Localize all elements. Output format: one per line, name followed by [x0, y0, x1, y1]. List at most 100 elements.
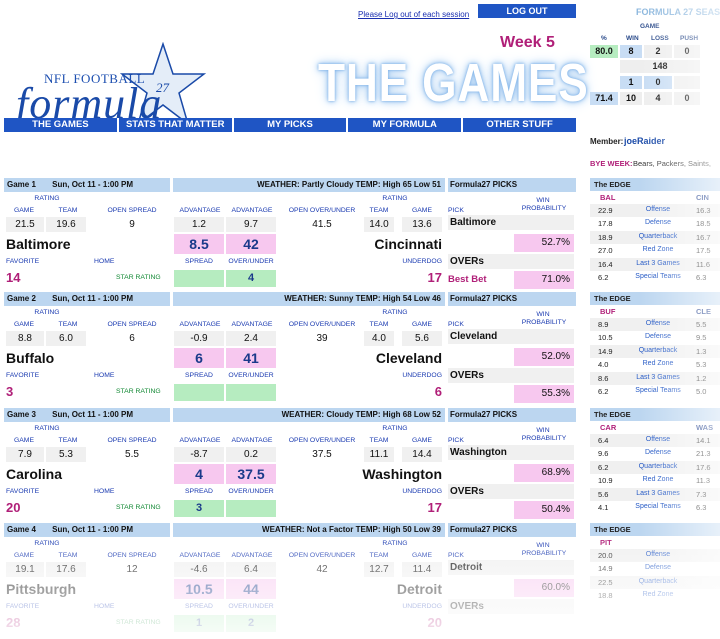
edge-team-1: BUF	[600, 307, 616, 316]
advantage-1: -4.6	[174, 562, 224, 577]
logo-subtitle: NFL FOOTBALL	[44, 71, 146, 86]
star-rating-label: STAR RATING	[116, 274, 161, 281]
edge-value-1: 4.1	[598, 502, 609, 512]
open-spread-value: 12	[126, 564, 138, 575]
edge-value-1: 20.0	[598, 551, 613, 560]
dog-game-rating: 13.6	[402, 217, 442, 232]
favorite-stars: 14	[6, 270, 21, 285]
team-col-label: TEAM	[58, 437, 78, 444]
season-header-pct: %	[601, 35, 607, 42]
game-block: Game 2 Sun, Oct 11 - 1:00 PM WEATHER: Su…	[4, 292, 576, 406]
season-r4-win: 10	[620, 92, 642, 105]
home-label: HOME	[94, 488, 115, 495]
edge-team-1: PIT	[600, 538, 612, 547]
logout-notice[interactable]: Please Log out of each session	[358, 10, 470, 19]
favorite-team: Carolina	[6, 466, 63, 482]
team-col-label: TEAM	[369, 207, 389, 214]
open-spread-value: 9	[129, 219, 135, 230]
logout-button[interactable]: LOG OUT	[478, 4, 576, 18]
game-col-label: GAME	[13, 321, 34, 328]
edge-row: 14.9 Quarterback 1.3	[590, 344, 720, 359]
edge-row: 6.4 Offense 14.1	[590, 434, 720, 448]
fav-game-rating: 8.8	[6, 331, 44, 346]
over-under-value: 37.5	[226, 464, 276, 484]
team-col-label: TEAM	[58, 207, 78, 214]
nav-my-picks[interactable]: MY PICKS	[233, 118, 347, 132]
game-col-label: GAME	[13, 437, 34, 444]
edge-team-1: BAL	[600, 193, 616, 202]
edge-row: 6.2 Quarterback 17.6	[590, 460, 720, 475]
game-block: Game 3 Sun, Oct 11 - 1:00 PM WEATHER: Cl…	[4, 408, 576, 522]
star-rating-label: STAR RATING	[116, 388, 161, 395]
picks-header: Formula27 PICKS	[448, 523, 576, 537]
overs-probability: 71.0%	[514, 271, 574, 289]
game-number: Game 1	[7, 180, 36, 189]
dog-team-rating: 14.0	[364, 217, 394, 232]
edge-value-1: 8.9	[598, 320, 609, 329]
favorite-team: Baltimore	[6, 236, 71, 252]
overs-pick: OVERs	[448, 254, 574, 269]
open-spread-value: 5.5	[125, 449, 139, 460]
nav-the-games[interactable]: THE GAMES	[4, 118, 117, 132]
spread-value: 4	[174, 464, 224, 484]
season-game-label: GAME	[640, 23, 660, 30]
open-ou-value: 39	[316, 333, 328, 344]
advantage-label: ADVANTAGE	[179, 321, 221, 328]
underdog-stars: 17	[427, 270, 442, 285]
probability-label: PROBABILITY	[521, 550, 567, 557]
season-header-push: PUSH	[680, 35, 699, 42]
overs-probability: 50.4%	[514, 501, 574, 519]
season-header-win: WIN	[626, 35, 639, 42]
game-col-label: GAME	[13, 207, 34, 214]
advantage-label: ADVANTAGE	[179, 437, 221, 444]
over-under-label: OVER/UNDER	[228, 488, 274, 495]
season-r4-pct: 71.4	[590, 92, 618, 105]
fav-game-rating: 7.9	[6, 447, 44, 462]
nav-stats[interactable]: STATS THAT MATTER	[118, 118, 232, 132]
logo: NFL FOOTBALL formula 27	[6, 22, 206, 128]
star-icon	[120, 42, 206, 126]
edge-row: 6.2 Special Teams 6.3	[590, 271, 720, 284]
edge-value-2: 1.3	[696, 346, 707, 356]
overs-pick: OVERs	[448, 368, 574, 383]
over-under-label: OVER/UNDER	[228, 372, 274, 379]
open-spread-value: 6	[129, 333, 135, 344]
win-probability: 52.0%	[514, 348, 574, 366]
page-title: THE GAMES	[318, 53, 589, 113]
underdog-stars: 6	[434, 384, 442, 399]
game-col-label: GAME	[13, 552, 34, 559]
spread-label: SPREAD	[185, 258, 213, 265]
pick-label: PICK	[448, 207, 464, 214]
member-name[interactable]: joeRaider	[624, 136, 666, 146]
favorite-stars: 3	[6, 384, 14, 399]
edge-value-1: 9.6	[598, 449, 609, 459]
fav-game-rating: 19.1	[6, 562, 44, 577]
nav-other-stuff[interactable]: OTHER STUFF	[463, 118, 576, 132]
win-label: WIN	[536, 197, 550, 204]
rating-label: RATING	[382, 195, 408, 202]
game-col-label: GAME	[411, 437, 432, 444]
edge-value-1: 6.2	[598, 386, 609, 396]
edge-value-1: 18.8	[598, 591, 613, 601]
season-header-loss: LOSS	[651, 35, 669, 42]
edge-panel: The EDGE PIT 20.0 Offense 14.9 Defense 22.…	[590, 523, 720, 603]
win-probability: 60.0%	[514, 579, 574, 597]
season-r4-push: 0	[674, 92, 700, 105]
game-block: Game 4 Sun, Oct 11 - 1:00 PM WEATHER: No…	[4, 523, 576, 637]
win-label: WIN	[536, 427, 550, 434]
nav-my-formula[interactable]: MY FORMULA	[348, 118, 462, 132]
game-number: Game 4	[7, 525, 36, 534]
win-probability: 52.7%	[514, 234, 574, 252]
season-loss: 2	[644, 45, 672, 58]
underdog-team: Washington	[362, 466, 442, 482]
game-block: Game 1 Sun, Oct 11 - 1:00 PM WEATHER: Pa…	[4, 178, 576, 292]
edge-row: 18.8 Red Zone	[590, 589, 720, 602]
edge-label: Defense	[644, 449, 672, 457]
star-rating-ou: 2	[226, 615, 276, 632]
fav-team-rating: 6.0	[46, 331, 86, 346]
game-weather: WEATHER: Sunny TEMP: High 54 Low 46	[173, 292, 445, 306]
rating-label: RATING	[34, 540, 60, 547]
overs-probability: 55.3%	[514, 385, 574, 403]
win-label: WIN	[536, 542, 550, 549]
game-weather: WEATHER: Cloudy TEMP: High 68 Low 52	[173, 408, 445, 422]
